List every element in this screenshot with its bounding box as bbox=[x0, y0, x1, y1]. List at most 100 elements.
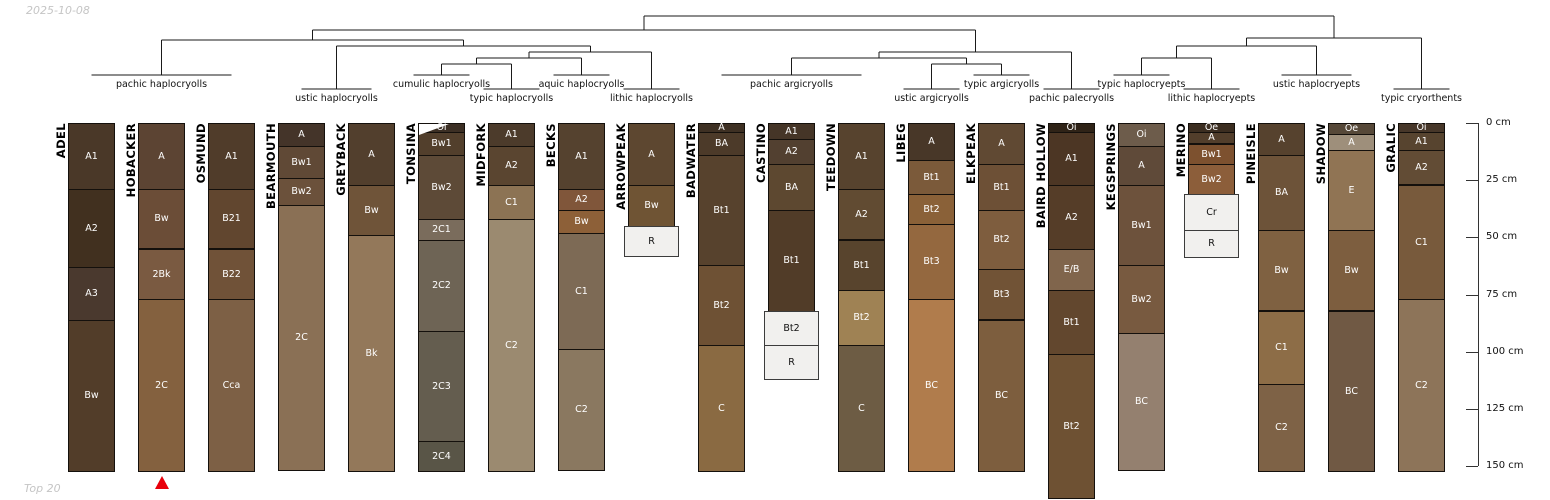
horizon: A1 bbox=[68, 123, 115, 190]
horizon-label: Bw1 bbox=[1201, 149, 1222, 161]
flag-marker-icon bbox=[154, 475, 169, 489]
horizon: Bt1 bbox=[908, 160, 955, 195]
horizon-label: E/B bbox=[1063, 264, 1080, 276]
horizon-label: Bt3 bbox=[923, 256, 940, 268]
horizon-label: Bt2 bbox=[923, 203, 940, 215]
horizon-label: Bw bbox=[574, 216, 589, 228]
horizon-label: Bt1 bbox=[713, 204, 730, 216]
horizon-label: A3 bbox=[85, 288, 98, 300]
horizon: Bt2 bbox=[1048, 354, 1095, 499]
profile-id-label: BEARMOUTH bbox=[264, 123, 278, 210]
horizon: Bw2 bbox=[278, 178, 325, 206]
horizon-label: Bw2 bbox=[291, 186, 312, 198]
horizon-label: Bt1 bbox=[993, 181, 1010, 193]
horizon-label: Bt2 bbox=[1063, 420, 1080, 432]
horizon: A1 bbox=[1048, 132, 1095, 186]
horizon-label: 2C bbox=[295, 332, 308, 344]
horizon: Bw2 bbox=[418, 155, 465, 220]
horizon-label: Bt1 bbox=[923, 171, 940, 183]
horizon-label: C bbox=[858, 402, 865, 414]
depth-tick-label: 150 cm bbox=[1486, 460, 1524, 471]
profile-id-label: TONSINA bbox=[404, 123, 418, 185]
horizon: Bw bbox=[68, 320, 115, 472]
horizon: Bt1 bbox=[978, 164, 1025, 211]
depth-tick-label: 50 cm bbox=[1486, 231, 1518, 242]
horizon: A2 bbox=[1398, 150, 1445, 185]
horizon: A2 bbox=[488, 146, 535, 186]
horizon-label: Bw bbox=[1274, 264, 1289, 276]
horizon-label: A1 bbox=[505, 129, 518, 141]
depth-tick bbox=[1466, 237, 1478, 238]
horizon-label: Cca bbox=[222, 379, 241, 391]
horizon: A1 bbox=[1398, 132, 1445, 151]
horizon-label: C2 bbox=[575, 404, 588, 416]
horizon: A3 bbox=[68, 267, 115, 321]
horizon: A1 bbox=[208, 123, 255, 190]
horizon-label: A2 bbox=[505, 160, 518, 172]
profile-id-label: BAIRD HOLLOW bbox=[1034, 123, 1048, 229]
group-label: typic haplocryolls bbox=[469, 93, 554, 104]
horizon: Bw bbox=[138, 189, 185, 249]
group-label: pachic haplocryolls bbox=[115, 79, 208, 90]
horizon-label: A1 bbox=[1415, 135, 1428, 147]
horizon-label: Bt1 bbox=[1063, 316, 1080, 328]
horizon: BA bbox=[1258, 155, 1305, 231]
dendrogram bbox=[91, 15, 1450, 90]
horizon-label: A2 bbox=[855, 208, 868, 220]
horizon: Bt1 bbox=[838, 240, 885, 291]
horizon-label: BA bbox=[714, 138, 729, 150]
horizon: E bbox=[1328, 150, 1375, 231]
group-label: pachic palecryolls bbox=[1028, 93, 1115, 104]
horizon-label: A bbox=[998, 138, 1005, 150]
horizon-label: A bbox=[928, 136, 935, 148]
horizon: C2 bbox=[1258, 384, 1305, 472]
horizon: Oi bbox=[1118, 123, 1165, 147]
surface-wedge-icon bbox=[419, 124, 449, 135]
group-label: ustic haplocryepts bbox=[1272, 79, 1361, 90]
horizon: Bw1 bbox=[1188, 144, 1235, 166]
horizon: Bw bbox=[348, 185, 395, 236]
depth-tick bbox=[1466, 295, 1478, 296]
horizon: C1 bbox=[558, 233, 605, 351]
horizon: 2C bbox=[138, 299, 185, 472]
horizon-label: 2C3 bbox=[432, 380, 451, 392]
horizon-label: Bt2 bbox=[853, 312, 870, 324]
horizon-label: Bt1 bbox=[853, 259, 870, 271]
depth-tick bbox=[1466, 352, 1478, 353]
horizon-label: C2 bbox=[1415, 379, 1428, 391]
horizon: BA bbox=[698, 132, 745, 156]
horizon: A2 bbox=[558, 189, 605, 211]
horizon-label: C bbox=[718, 402, 725, 414]
horizon: B22 bbox=[208, 249, 255, 300]
horizon-label: Oi bbox=[1416, 122, 1427, 134]
horizon-label: Bt2 bbox=[783, 322, 800, 334]
horizon-label: E bbox=[1348, 184, 1355, 196]
horizon: Bw1 bbox=[418, 132, 465, 156]
horizon-label: Bw bbox=[1344, 264, 1359, 276]
depth-axis-line bbox=[1478, 123, 1479, 466]
horizon: R bbox=[1184, 230, 1239, 258]
horizon: A bbox=[1258, 123, 1305, 156]
horizon-label: A2 bbox=[85, 222, 98, 234]
horizon-label: A bbox=[1278, 133, 1285, 145]
group-label: ustic argicryolls bbox=[894, 93, 969, 104]
horizon-label: C1 bbox=[575, 286, 588, 298]
depth-tick bbox=[1466, 409, 1478, 410]
horizon: Bt2 bbox=[978, 210, 1025, 270]
profile-id-label: GRALIC bbox=[1384, 123, 1398, 173]
horizon-label: Bt2 bbox=[713, 299, 730, 311]
horizon: C1 bbox=[1398, 185, 1445, 300]
horizon-label: Bw bbox=[364, 204, 379, 216]
group-label: ustic haplocryolls bbox=[295, 93, 378, 104]
horizon: Bw bbox=[558, 210, 605, 234]
horizon: A bbox=[138, 123, 185, 190]
horizon: A bbox=[1328, 134, 1375, 151]
horizon-label: A1 bbox=[785, 125, 798, 137]
horizon-label: B21 bbox=[222, 213, 241, 225]
horizon-label: A1 bbox=[85, 150, 98, 162]
horizon-label: 2C2 bbox=[432, 280, 451, 292]
horizon: A bbox=[908, 123, 955, 161]
horizon: A2 bbox=[68, 189, 115, 268]
horizon-label: A bbox=[1208, 132, 1215, 144]
horizon: A bbox=[348, 123, 395, 186]
